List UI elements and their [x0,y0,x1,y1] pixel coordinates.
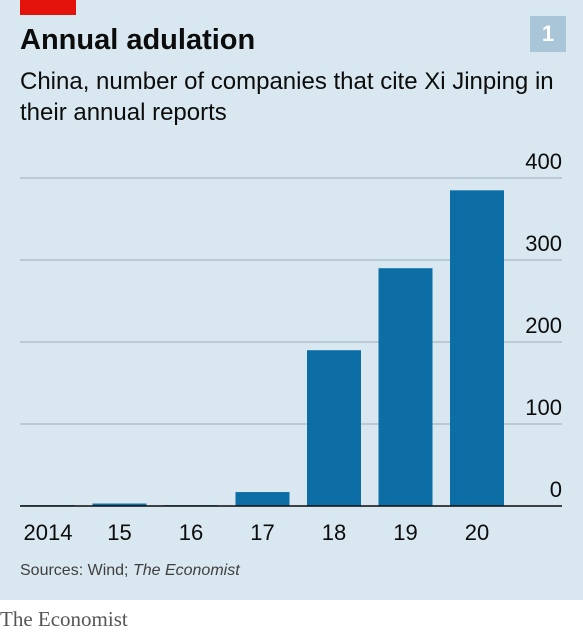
x-tick-label: 19 [393,520,417,545]
source-note: Sources: Wind; The Economist [20,562,240,580]
y-tick-labels: 0 100 200 300 400 [525,149,562,502]
x-tick-label: 15 [107,520,131,545]
y-tick-label: 100 [525,395,562,420]
chart-number-badge: 1 [530,16,566,52]
brand-logo: The Economist [0,607,128,631]
bar-chart: 0 100 200 300 400 2014 15 16 17 18 19 20 [20,149,562,545]
bar-15 [92,503,147,506]
source-text: Sources: Wind; [20,562,133,579]
x-tick-label: 2014 [24,520,73,545]
x-tick-label: 18 [322,520,346,545]
source-publication: The Economist [132,562,240,579]
bar-18 [307,350,361,506]
x-tick-labels: 2014 15 16 17 18 19 20 [24,520,490,545]
y-tick-label: 0 [550,477,562,502]
chart-subtitle: China, number of companies that cite Xi … [20,68,554,126]
chart-title: Annual adulation [20,24,256,56]
red-accent-tab [20,0,76,15]
bars [21,190,504,507]
x-tick-label: 20 [465,520,489,545]
x-tick-label: 17 [250,520,274,545]
y-tick-label: 400 [525,149,562,174]
bar-20 [450,190,504,507]
bar-19 [378,268,433,506]
y-tick-label: 200 [525,313,562,338]
bar-17 [235,492,290,506]
y-tick-label: 300 [525,231,562,256]
x-tick-label: 16 [179,520,203,545]
